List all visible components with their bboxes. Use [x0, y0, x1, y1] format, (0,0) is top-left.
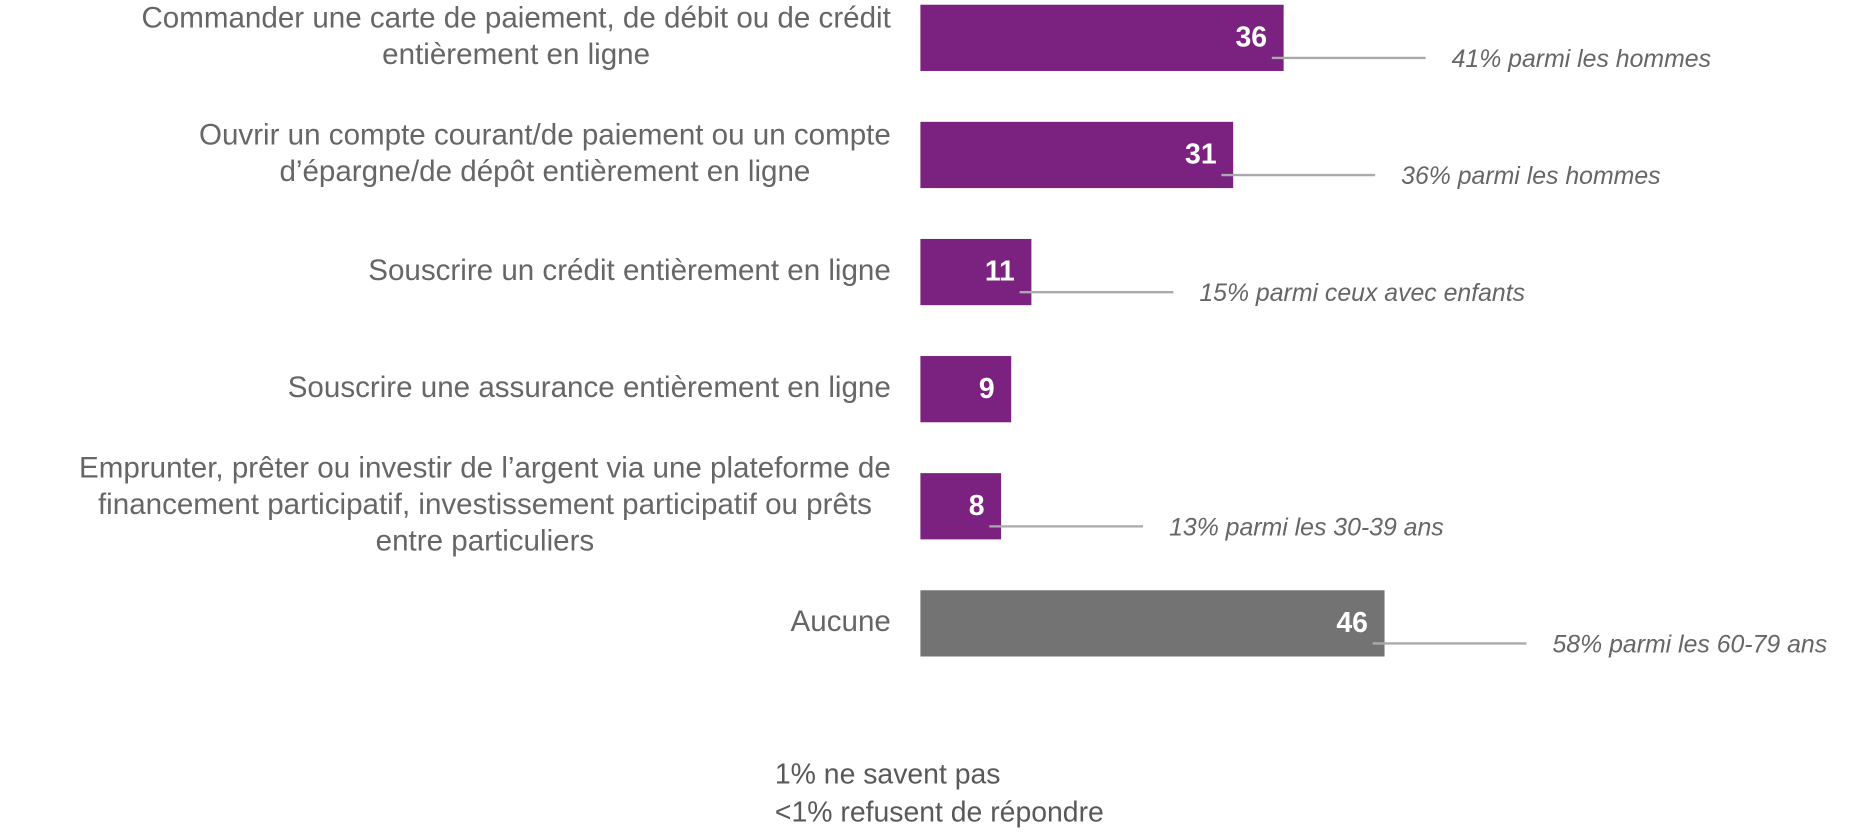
category-label: Emprunter, prêter ou investir de l’argen…	[79, 451, 891, 484]
bar	[920, 4, 1284, 71]
bar	[920, 590, 1385, 657]
value-label: 11	[985, 256, 1015, 288]
annotation: 13% parmi les 30-39 ans	[1169, 514, 1444, 541]
category-label: Commander une carte de paiement, de débi…	[141, 1, 890, 34]
category-label: entre particuliers	[376, 525, 595, 558]
category-label: d’épargne/de dépôt entièrement en ligne	[279, 155, 810, 188]
annotation: 41% parmi les hommes	[1452, 46, 1711, 73]
category-label: financement participatif, investissement…	[98, 488, 872, 521]
category-label: entièrement en ligne	[382, 38, 650, 71]
category-label: Souscrire un crédit entièrement en ligne	[368, 254, 891, 287]
bar	[920, 238, 1032, 306]
category-label: Souscrire une assurance entièrement en l…	[288, 371, 891, 404]
annotation: 36% parmi les hommes	[1401, 163, 1660, 190]
category-label: Ouvrir un compte courant/de paiement ou …	[199, 118, 891, 151]
annotation: 58% parmi les 60-79 ans	[1552, 631, 1827, 658]
value-label: 31	[1185, 139, 1217, 171]
footnote: <1% refusent de répondre	[775, 796, 1104, 828]
value-label: 36	[1236, 22, 1268, 54]
footnote: 1% ne savent pas	[775, 758, 1001, 790]
value-label: 46	[1336, 607, 1368, 639]
bar	[920, 473, 1002, 540]
category-label: Aucune	[791, 605, 891, 638]
bar	[920, 121, 1234, 189]
value-label: 8	[969, 490, 985, 522]
annotation: 15% parmi ceux avec enfants	[1199, 280, 1525, 307]
bar	[920, 356, 1012, 423]
value-label: 9	[979, 373, 995, 405]
